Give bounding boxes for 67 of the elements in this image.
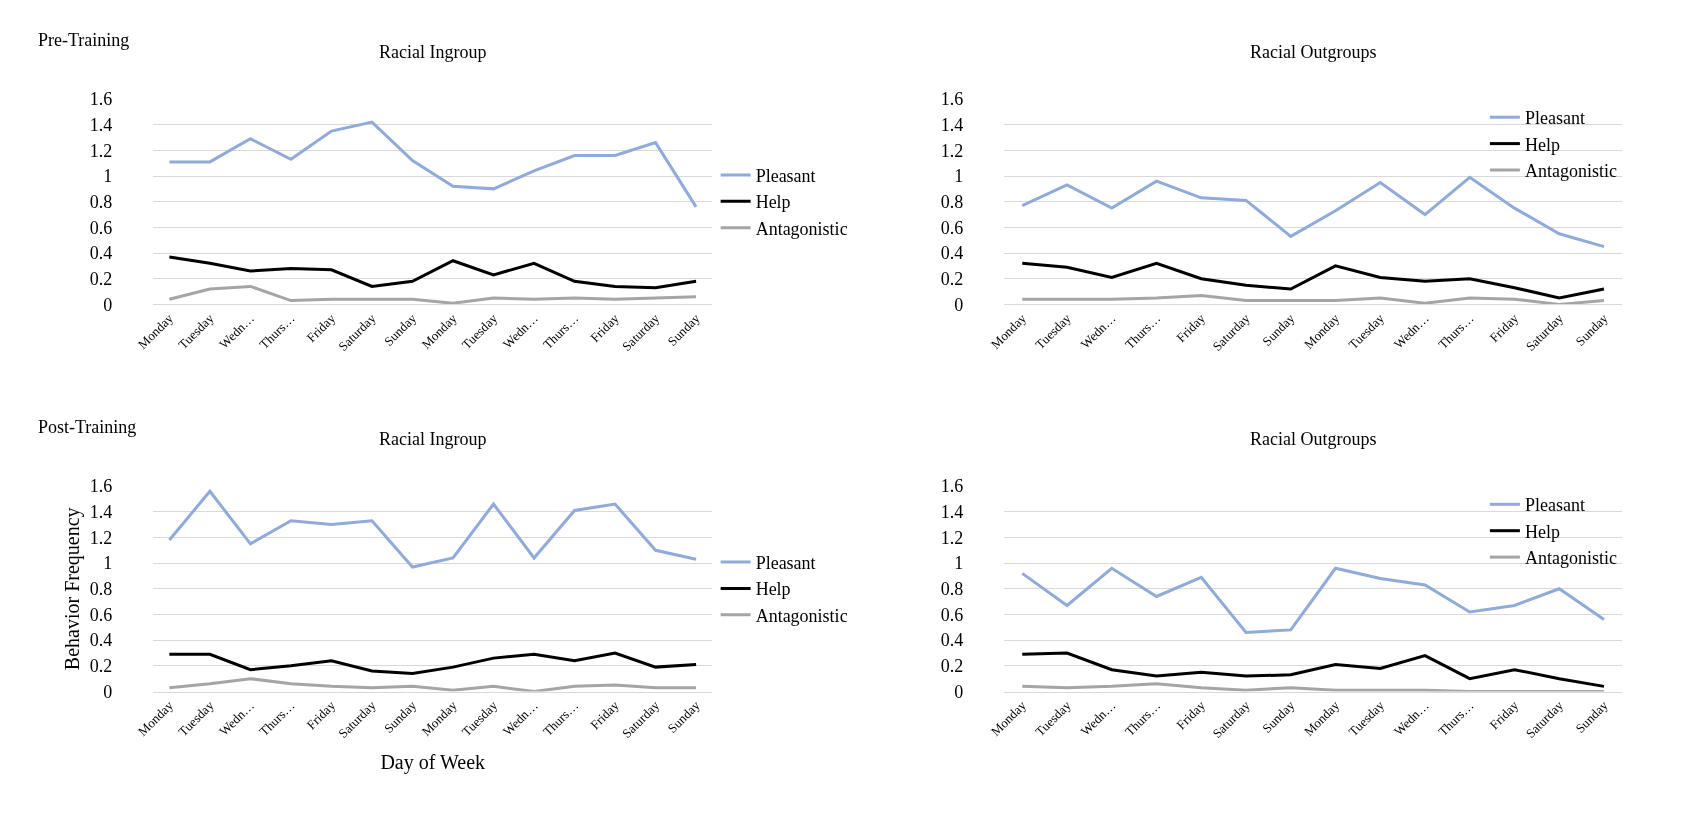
- y-tick-label: 0.6: [940, 217, 964, 238]
- line-series: [167, 120, 698, 209]
- y-tick-label: 1.2: [89, 140, 113, 161]
- y-tick-label: 0.4: [89, 243, 113, 264]
- y-tick-label: 1.2: [940, 140, 964, 161]
- y-tick-label: 0.4: [940, 243, 964, 264]
- y-tick-label: 0.6: [89, 217, 113, 238]
- y-tick-label: 1.6: [940, 476, 964, 497]
- chart-title: Racial Ingroup: [379, 429, 487, 449]
- y-tick-label: 0.4: [940, 630, 964, 651]
- y-tick-label: 0: [954, 294, 964, 315]
- y-tick-label: 0: [103, 681, 113, 702]
- y-tick-label: 0.8: [89, 579, 113, 600]
- y-tick-label: 1: [103, 553, 113, 574]
- line-series: [1020, 261, 1606, 300]
- legend-label: Antagonistic: [755, 218, 848, 239]
- line-series: [167, 255, 698, 290]
- legend-label: Pleasant: [1524, 495, 1585, 516]
- y-tick-label: 1.6: [89, 476, 113, 497]
- line-series: [1020, 293, 1606, 305]
- legend-label: Antagonistic: [1524, 548, 1617, 569]
- y-axis-title: Behavior Frequency: [61, 507, 85, 671]
- y-tick-label: 1.2: [89, 527, 113, 548]
- y-tick-label: 1.4: [89, 502, 113, 523]
- y-tick-label: 0.2: [940, 269, 964, 290]
- legend-label: Help: [1524, 134, 1560, 155]
- chart-title: Racial Outgroups: [1250, 429, 1377, 449]
- y-tick-label: 0.8: [89, 192, 113, 212]
- legend-label: Pleasant: [755, 553, 816, 574]
- legend-label: Pleasant: [1524, 108, 1585, 129]
- y-tick-label: 1.4: [940, 502, 964, 523]
- y-tick-label: 1: [954, 166, 964, 187]
- y-tick-label: 0: [103, 294, 113, 315]
- legend-label: Help: [1524, 521, 1560, 542]
- y-tick-label: 1.4: [940, 114, 964, 135]
- y-tick-label: 0: [954, 681, 964, 702]
- y-tick-label: 0.2: [940, 656, 964, 677]
- y-tick-label: 1.2: [940, 527, 964, 548]
- y-tick-label: 0.6: [940, 604, 964, 625]
- text: Post-Training: [38, 417, 137, 437]
- y-tick-label: 1: [103, 166, 113, 187]
- legend-label: Pleasant: [755, 165, 816, 186]
- legend-label: Antagonistic: [755, 605, 848, 626]
- y-tick-label: 1.4: [89, 114, 113, 135]
- line-series: [167, 651, 698, 676]
- chart-title: Racial Outgroups: [1250, 42, 1377, 62]
- line-series: [1020, 651, 1606, 688]
- y-tick-label: 0.8: [940, 579, 964, 600]
- legend-label: Help: [755, 579, 791, 600]
- x-axis-title: Day of Week: [380, 751, 486, 775]
- line-series: [167, 677, 698, 692]
- y-tick-label: 1.6: [89, 89, 113, 110]
- line-series: [1020, 566, 1606, 634]
- chart-title: Racial Ingroup: [379, 42, 487, 62]
- y-tick-label: 0.2: [89, 656, 113, 677]
- y-tick-label: 1: [954, 553, 964, 574]
- line-series: [1020, 682, 1606, 692]
- y-tick-label: 0.2: [89, 269, 113, 290]
- y-tick-label: 0.4: [89, 630, 113, 651]
- line-series: [167, 284, 698, 305]
- text: Pre-Training: [38, 30, 130, 50]
- y-tick-label: 0.6: [89, 604, 113, 625]
- legend-label: Help: [755, 192, 791, 213]
- line-series: [167, 489, 698, 569]
- y-tick-label: 0.8: [940, 192, 964, 212]
- legend-label: Antagonistic: [1524, 161, 1617, 182]
- y-tick-label: 1.6: [940, 89, 964, 110]
